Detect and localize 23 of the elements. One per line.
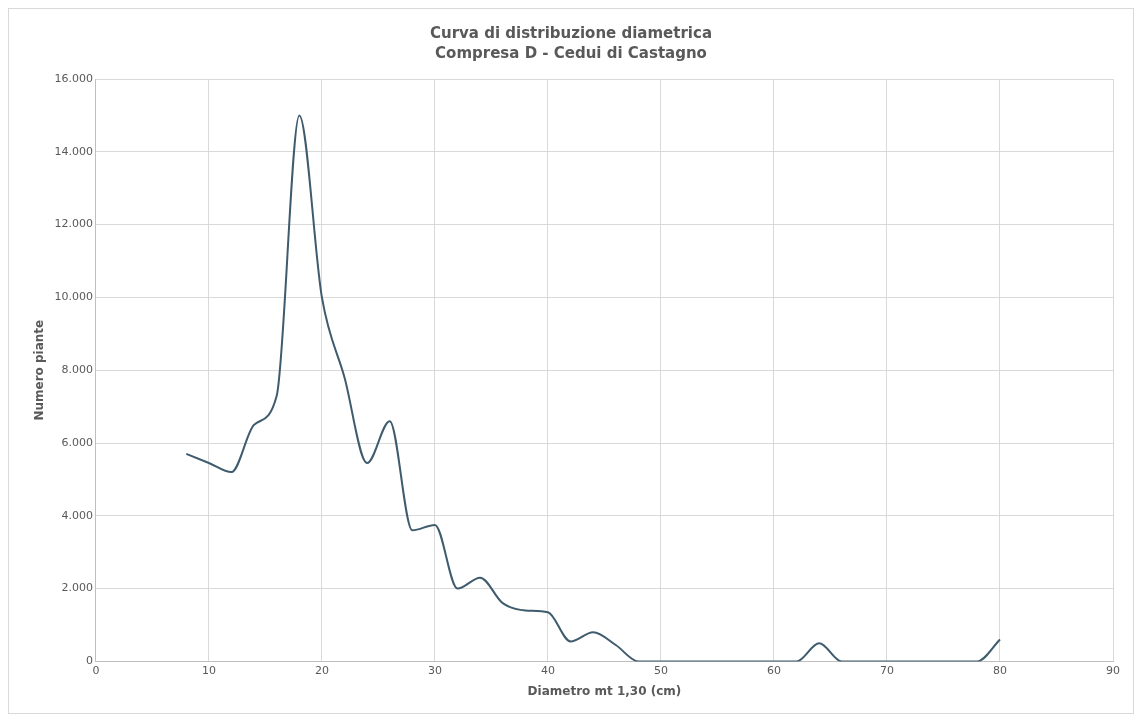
line-series — [185, 114, 1001, 662]
x-tick-label: 80 — [992, 663, 1007, 677]
y-tick-label: 10.000 — [54, 290, 93, 304]
x-tick-label: 70 — [879, 663, 894, 677]
x-tick-label: 20 — [314, 663, 329, 677]
y-tick-label: 8.000 — [61, 363, 93, 377]
y-axis-title: Numero piante — [32, 319, 47, 421]
x-tick-label: 90 — [1106, 663, 1120, 677]
chart-title: Curva di distribuzione diametrica — [429, 23, 713, 42]
y-tick-label: 4.000 — [61, 508, 93, 522]
y-tick-label: 2.000 — [61, 581, 93, 595]
y-tick-label: 0 — [85, 654, 93, 668]
x-tick-label: 50 — [653, 663, 668, 677]
x-axis-title: Diametro mt 1,30 (cm) — [527, 683, 682, 698]
y-tick-label: 12.000 — [54, 217, 93, 231]
y-tick-label: 14.000 — [54, 144, 93, 158]
x-tick-label: 60 — [766, 663, 781, 677]
y-tick-label: 6.000 — [61, 435, 93, 449]
x-tick-label: 10 — [201, 663, 216, 677]
x-tick-label: 40 — [540, 663, 555, 677]
x-tick-label: 30 — [427, 663, 442, 677]
chart-subtitle: Compresa D - Cedui di Castagno — [435, 43, 707, 62]
y-tick-label: 16.000 — [54, 71, 93, 85]
